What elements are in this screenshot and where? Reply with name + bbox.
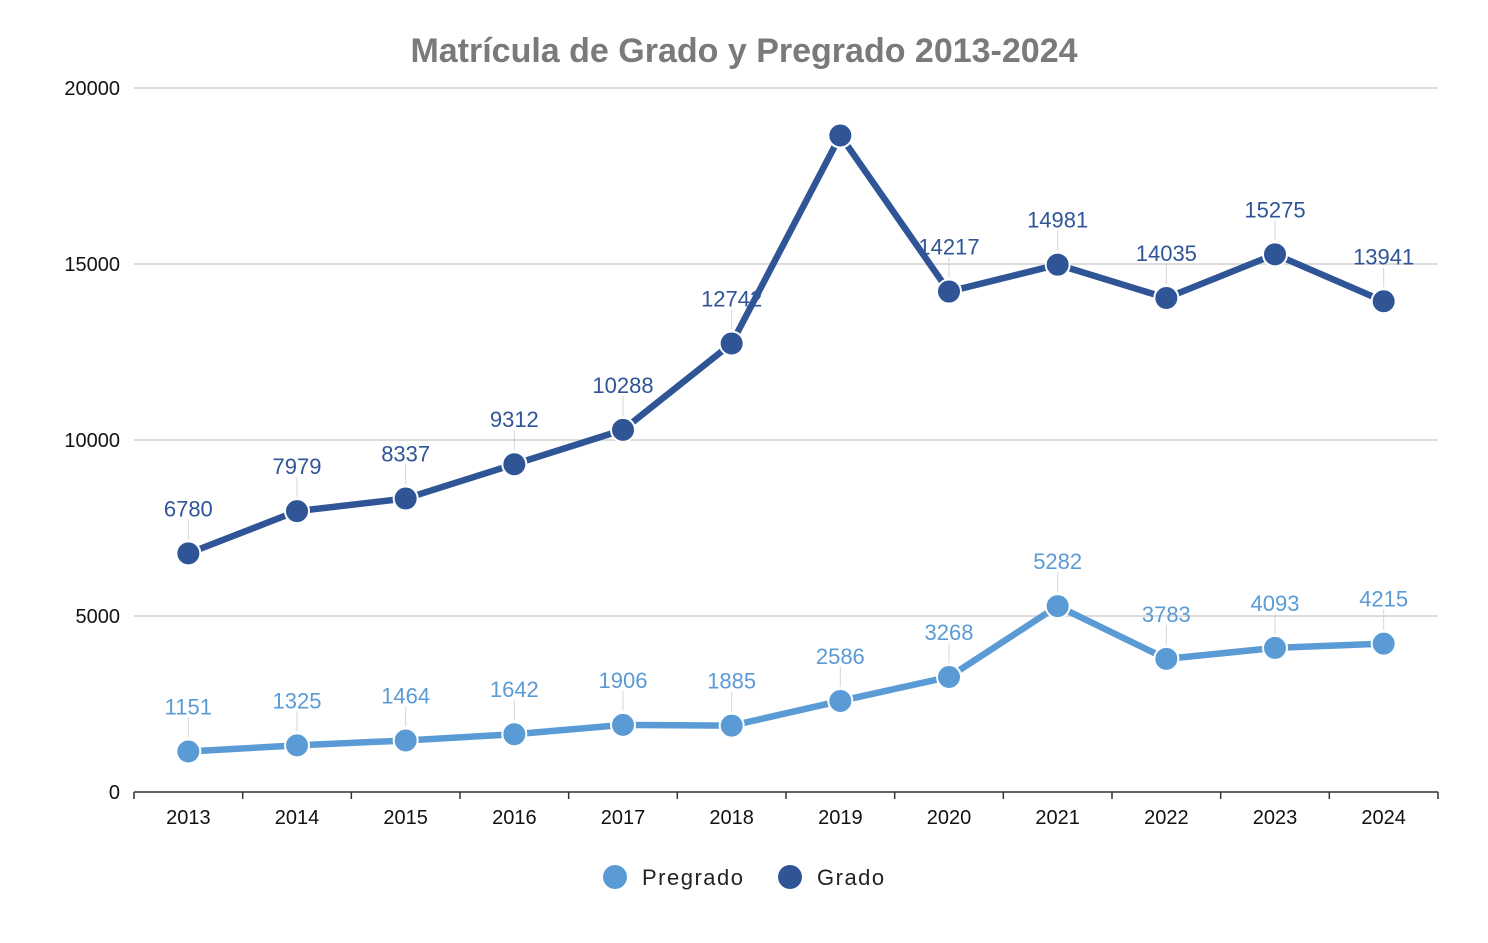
data-point [175,540,202,567]
data-label: 1642 [490,677,539,702]
x-tick-label: 2013 [166,807,211,829]
data-label: 4215 [1359,587,1408,612]
x-tick-label: 2022 [1144,807,1189,829]
data-point [1370,630,1397,657]
data-label: 6780 [164,496,213,521]
x-tick-label: 2014 [275,807,320,829]
x-tick-label: 2023 [1253,807,1298,829]
data-point [1044,593,1071,620]
data-point [718,330,745,357]
data-point [284,498,310,525]
data-point [610,711,636,738]
y-tick-label: 15000 [64,254,120,276]
data-point [501,721,528,748]
data-point [1262,241,1288,268]
data-point [392,485,419,512]
series-line-grado [185,132,1387,557]
data-point [1370,288,1397,315]
data-point [827,687,854,714]
data-label: 1325 [273,688,322,713]
data-label: 5282 [1033,549,1082,574]
data-label: 12742 [701,286,762,311]
data-label: 14035 [1136,241,1197,266]
y-tick-label: 0 [109,782,120,804]
data-point [1262,634,1288,661]
series-line-pregrado [185,602,1387,755]
legend-label: Pregrado [642,865,745,890]
data-labels: 1151 1325 1464 1642 1906 1885 2586 3268 5282 3783… [164,197,1414,738]
y-tick-label: 10000 [64,430,120,452]
y-tick-label: 5000 [76,606,121,628]
data-label: 14981 [1027,208,1088,233]
data-point [718,712,745,739]
data-point [1153,645,1180,672]
gridlines [134,87,1438,617]
data-point [175,738,202,765]
data-point [284,732,310,759]
legend-marker [603,865,627,889]
data-label: 1464 [381,683,430,708]
legend-label: Grado [817,865,886,890]
x-tick-label: 2018 [709,807,754,829]
x-tick-label: 2024 [1361,807,1406,829]
data-point [610,416,636,443]
x-tick-label: 2020 [927,807,972,829]
data-point [501,451,528,478]
x-tick-label: 2015 [383,807,428,829]
data-label: 2586 [816,644,865,669]
data-point [392,727,419,754]
x-tick-label: 2016 [492,807,537,829]
x-tick-label: 2017 [601,807,646,829]
data-label: 4093 [1251,591,1300,616]
data-label: 13941 [1353,244,1414,269]
data-label: 14217 [918,235,979,260]
chart-title: Matrícula de Grado y Pregrado 2013-2024 [410,32,1077,70]
legend-marker [778,865,802,889]
x-tick-label: 2019 [818,807,863,829]
data-point [1153,284,1180,311]
y-tick-label: 20000 [64,78,120,100]
data-label: 7979 [273,454,322,479]
data-label: 3783 [1142,602,1191,627]
data-label: 1906 [599,668,648,693]
data-label: 3268 [925,620,974,645]
x-tick-label: 2021 [1035,807,1080,829]
data-point [936,278,962,305]
data-point [1044,251,1071,278]
data-label: 1885 [707,669,756,694]
data-label: 1151 [165,694,212,719]
legend: Pregrado Grado [603,865,886,890]
data-label: 15275 [1244,197,1305,222]
data-point [936,663,962,690]
series-group [175,122,1397,765]
data-label: 9312 [490,407,539,432]
axes: 0 5000 10000 15000 20000 2013 2014 2015 2016 2017… [64,78,1439,829]
data-label: 10288 [592,373,653,398]
data-point [827,122,854,149]
data-label: 8337 [381,442,430,467]
